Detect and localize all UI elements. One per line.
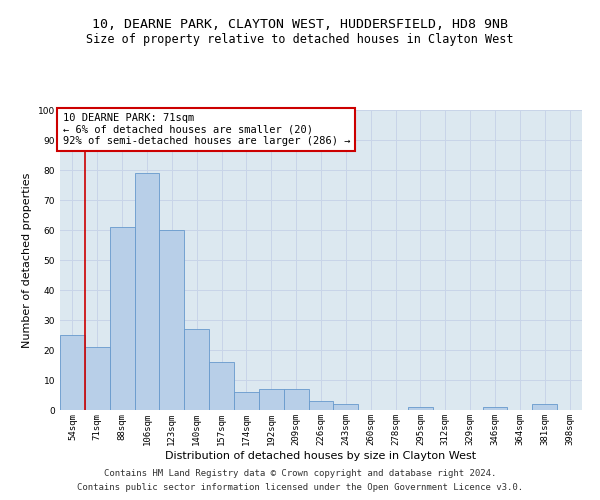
Bar (234, 392, 259, 410)
Bar (85, 347, 110, 410)
Bar (160, 230, 184, 410)
Bar (284, 389, 308, 410)
Text: Contains HM Land Registry data © Crown copyright and database right 2024.: Contains HM Land Registry data © Crown c… (104, 468, 496, 477)
Bar (110, 227, 134, 410)
Bar (408, 407, 433, 410)
Bar (259, 389, 284, 410)
Y-axis label: Number of detached properties: Number of detached properties (22, 172, 32, 348)
Bar (60, 335, 85, 410)
Text: 10, DEARNE PARK, CLAYTON WEST, HUDDERSFIELD, HD8 9NB: 10, DEARNE PARK, CLAYTON WEST, HUDDERSFI… (92, 18, 508, 30)
X-axis label: Distribution of detached houses by size in Clayton West: Distribution of detached houses by size … (166, 450, 476, 460)
Bar (134, 173, 160, 410)
Bar (184, 329, 209, 410)
Text: 10 DEARNE PARK: 71sqm
← 6% of detached houses are smaller (20)
92% of semi-detac: 10 DEARNE PARK: 71sqm ← 6% of detached h… (62, 113, 350, 146)
Text: Contains public sector information licensed under the Open Government Licence v3: Contains public sector information licen… (77, 484, 523, 492)
Bar (308, 401, 334, 410)
Bar (482, 407, 508, 410)
Bar (334, 404, 358, 410)
Bar (209, 362, 234, 410)
Text: Size of property relative to detached houses in Clayton West: Size of property relative to detached ho… (86, 32, 514, 46)
Bar (532, 404, 557, 410)
